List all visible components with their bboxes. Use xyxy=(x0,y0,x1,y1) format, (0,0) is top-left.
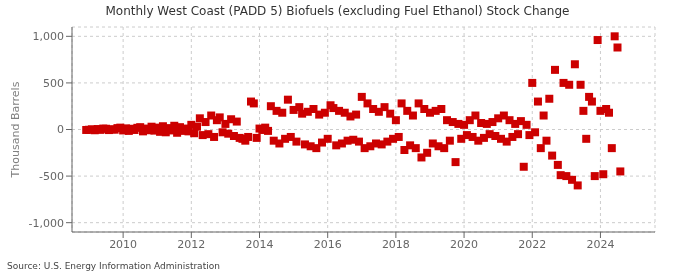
svg-text:2012: 2012 xyxy=(177,238,205,251)
svg-text:2018: 2018 xyxy=(382,238,410,251)
svg-text:2020: 2020 xyxy=(450,238,478,251)
svg-text:-1,000: -1,000 xyxy=(29,217,64,230)
svg-text:-500: -500 xyxy=(39,170,64,183)
svg-text:0: 0 xyxy=(57,123,64,136)
html-text:Monthly West Coast (PADD 5) Bi: Monthly West Coast (PADD 5) Biofuels (ex… xyxy=(105,4,570,18)
svg-text:2022: 2022 xyxy=(518,238,546,251)
svg-text:2024: 2024 xyxy=(586,238,614,251)
svg-text:500: 500 xyxy=(43,77,64,90)
svg-text:1,000: 1,000 xyxy=(33,30,65,43)
svg-text:2014: 2014 xyxy=(246,238,274,251)
svg-text:Thousand Barrels: Thousand Barrels xyxy=(9,81,22,178)
svg-text:2016: 2016 xyxy=(314,238,342,251)
html-text:Source: U.S. Energy Informatio: Source: U.S. Energy Information Administ… xyxy=(7,261,220,271)
svg-text:2010: 2010 xyxy=(109,238,137,251)
